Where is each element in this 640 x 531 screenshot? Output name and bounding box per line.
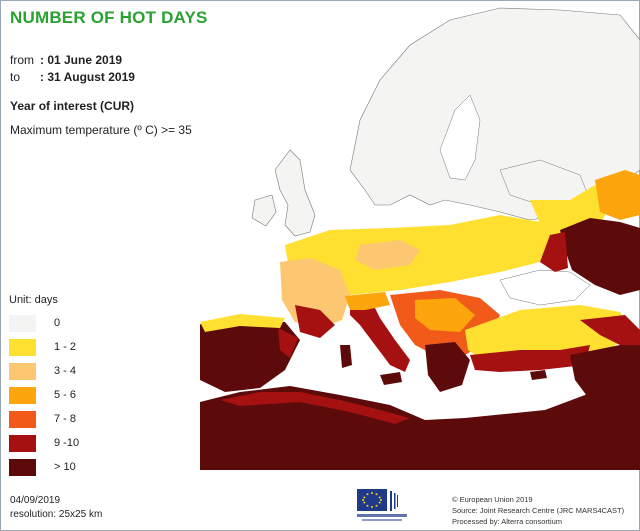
france-south: [295, 305, 335, 338]
russia-south-region: [560, 218, 640, 295]
balkans-inner: [415, 298, 475, 332]
period-block: from : 01 June 2019 to : 31 August 2019: [10, 52, 135, 86]
ireland: [251, 194, 277, 227]
great-britain: [274, 149, 316, 237]
middle-east-region: [570, 345, 640, 420]
turkey-south: [470, 345, 590, 372]
copyright-text: © European Union 2019: [452, 495, 533, 504]
sicily: [380, 372, 402, 385]
from-label: from: [10, 53, 34, 67]
legend-swatch: [9, 386, 36, 404]
central-europe-patches: [355, 240, 420, 270]
parameter-description: Maximum temperature (º C) >= 35: [10, 123, 192, 137]
legend-label: 5 - 6: [54, 389, 77, 401]
legend-item: 9 -10: [9, 431, 79, 455]
turkey-east: [580, 315, 640, 350]
map-resolution: resolution: 25x25 km: [10, 509, 103, 520]
legend-label: 9 -10: [54, 437, 80, 449]
legend-item: 0: [9, 311, 79, 335]
processed-by-text: Processed by: Alterra consortium: [452, 517, 563, 526]
map-date: 04/09/2019: [10, 495, 61, 506]
source-text: Source: Joint Research Centre (JRC MARS4…: [452, 506, 625, 515]
italy-region: [350, 298, 410, 372]
legend: Unit: days 0 1 - 2 3 - 4 5 - 6 7 - 8 9 -…: [9, 294, 79, 479]
eu-commission-logo: [357, 489, 407, 521]
legend-swatch: [9, 458, 36, 476]
to-label: to: [10, 70, 21, 84]
legend-unit: Unit: days: [9, 294, 58, 306]
north-africa-region: [200, 350, 640, 470]
russia-south-edge: [540, 232, 568, 272]
sardinia: [340, 345, 352, 368]
legend-swatch: [9, 410, 36, 428]
footer-left: 04/09/2019 resolution: 25x25 km: [10, 494, 102, 522]
to-date: : 31 August 2019: [40, 70, 135, 84]
legend-label: > 10: [54, 461, 76, 473]
black-sea: [499, 269, 591, 306]
legend-swatch: [9, 434, 36, 452]
north-africa-coast-band: [220, 392, 410, 424]
iberia-north-coast: [200, 314, 285, 332]
russia-north-band: [595, 170, 640, 220]
iberia-region: [200, 318, 300, 392]
baltic-sea: [439, 94, 481, 181]
legend-swatch: [9, 314, 36, 332]
legend-item: 3 - 4: [9, 359, 79, 383]
legend-label: 7 - 8: [54, 413, 77, 425]
legend-label: 1 - 2: [54, 341, 77, 353]
cyprus: [530, 370, 547, 380]
legend-item: 5 - 6: [9, 383, 79, 407]
legend-item: 7 - 8: [9, 407, 79, 431]
europe-hot-days-map: [200, 7, 640, 470]
iberia-east-edge: [278, 328, 298, 358]
greece: [425, 342, 470, 392]
legend-label: 0: [54, 317, 61, 329]
from-date: : 01 June 2019: [40, 53, 123, 67]
central-europe-region: [285, 215, 560, 295]
legend-item: 1 - 2: [9, 335, 79, 359]
map-title: NUMBER OF HOT DAYS: [10, 8, 208, 27]
legend-swatch: [9, 362, 36, 380]
legend-item: > 10: [9, 455, 79, 479]
legend-swatch: [9, 338, 36, 356]
footer-credits: © European Union 2019 Source: Joint Rese…: [452, 494, 624, 527]
italy-north: [345, 292, 390, 310]
year-of-interest: Year of interest (CUR): [10, 99, 135, 113]
legend-label: 3 - 4: [54, 365, 77, 377]
